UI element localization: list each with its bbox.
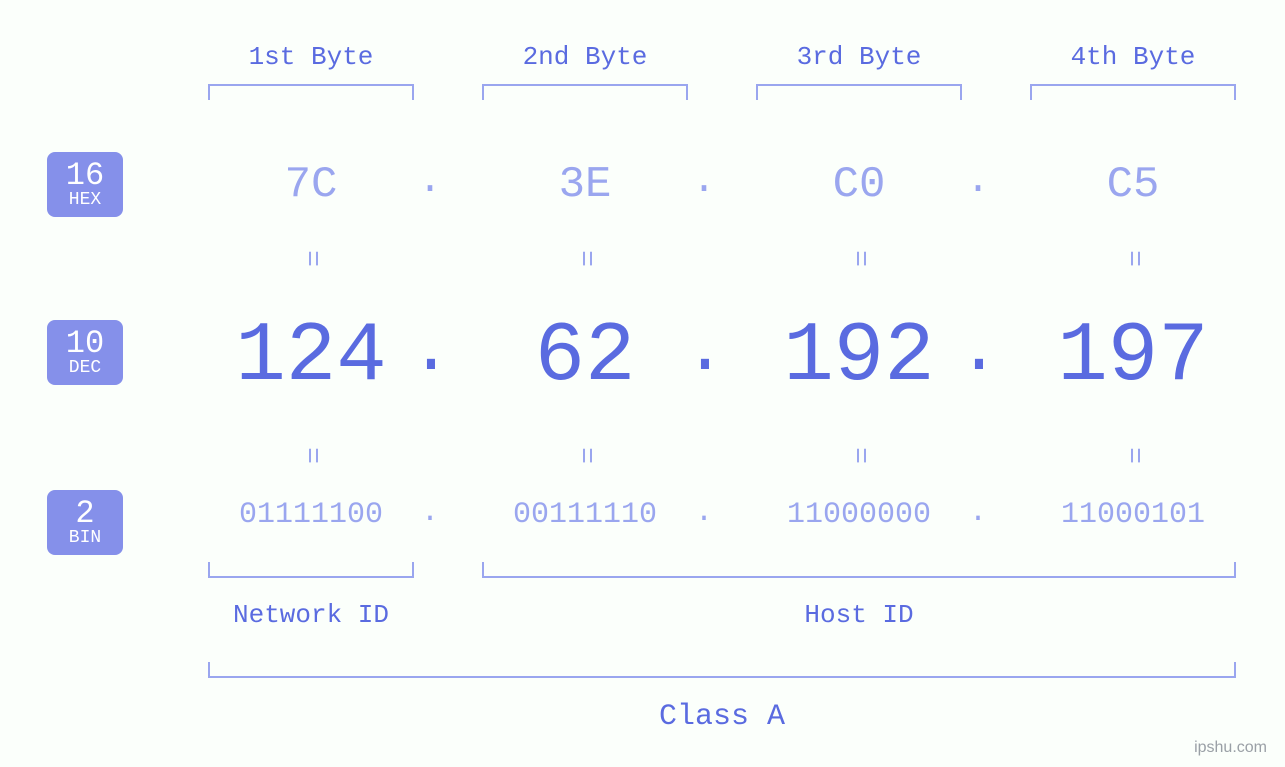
byte-header: 2nd Byte xyxy=(482,42,688,72)
badge-abbr: DEC xyxy=(47,359,123,377)
byte-header: 3rd Byte xyxy=(756,42,962,72)
bin-value: 11000101 xyxy=(1005,498,1261,532)
badge-bin: 2 BIN xyxy=(47,490,123,555)
dot-separator: . xyxy=(410,498,450,528)
dot-separator: . xyxy=(410,160,450,204)
host-id-label: Host ID xyxy=(482,600,1236,630)
byte-bracket-top xyxy=(756,84,962,100)
dot-separator: . xyxy=(684,498,724,528)
byte-bracket-top xyxy=(482,84,688,100)
dot-separator: . xyxy=(958,160,998,204)
badge-dec: 10 DEC xyxy=(47,320,123,385)
dot-separator: . xyxy=(958,498,998,528)
badge-abbr: HEX xyxy=(47,191,123,209)
byte-bracket-top xyxy=(1030,84,1236,100)
byte-bracket-top xyxy=(208,84,414,100)
badge-base: 10 xyxy=(47,326,123,361)
dot-separator: . xyxy=(410,310,450,394)
dot-separator: . xyxy=(684,310,724,394)
watermark: ipshu.com xyxy=(1194,739,1267,757)
network-id-label: Network ID xyxy=(208,600,414,630)
class-label: Class A xyxy=(208,700,1236,734)
badge-hex: 16 HEX xyxy=(47,152,123,217)
dot-separator: . xyxy=(684,160,724,204)
badge-abbr: BIN xyxy=(47,529,123,547)
byte-header: 1st Byte xyxy=(208,42,414,72)
bin-value: 01111100 xyxy=(183,498,439,532)
byte-header: 4th Byte xyxy=(1030,42,1236,72)
badge-base: 2 xyxy=(47,496,123,531)
bin-value: 00111110 xyxy=(457,498,713,532)
host-id-bracket xyxy=(482,562,1236,578)
dot-separator: . xyxy=(958,310,998,394)
class-bracket xyxy=(208,662,1236,678)
ip-diagram: 16 HEX 10 DEC 2 BIN 1st Byte 2nd Byte 3r… xyxy=(0,0,1285,767)
bin-value: 11000000 xyxy=(731,498,987,532)
network-id-bracket xyxy=(208,562,414,578)
badge-base: 16 xyxy=(47,158,123,193)
